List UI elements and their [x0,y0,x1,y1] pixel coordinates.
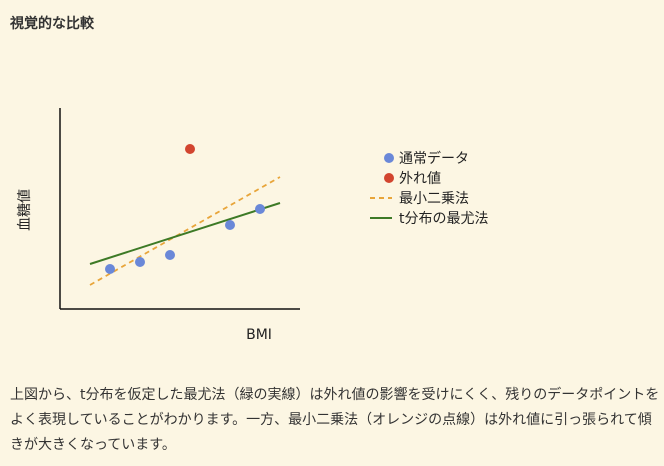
data-points [105,144,265,274]
legend-marker [384,153,394,163]
regression-lines [89,176,281,286]
outlier-point [185,144,195,154]
x-axis-label: BMI [246,327,272,343]
normal-data-point [165,250,175,260]
plot-area: BMI 血糖値 [17,108,300,343]
normal-data-point [225,220,235,230]
legend-label: t分布の最尤法 [399,211,489,227]
explanation-text: 上図から、t分布を仮定した最尤法（緑の実線）は外れ値の影響を受けにくく、残りのデ… [10,387,660,453]
ols-line [89,176,281,286]
legend-label: 最小二乗法 [399,191,469,207]
legend-marker [384,173,394,183]
t-mle-line [89,202,281,265]
legend-label: 外れ値 [399,171,441,187]
normal-data-point [135,257,145,267]
legend-label: 通常データ [399,150,469,167]
normal-data-point [105,264,115,274]
y-axis-label: 血糖値 [17,189,33,231]
normal-data-point [255,204,265,214]
section-heading: 視覚的な比較 [10,16,94,32]
